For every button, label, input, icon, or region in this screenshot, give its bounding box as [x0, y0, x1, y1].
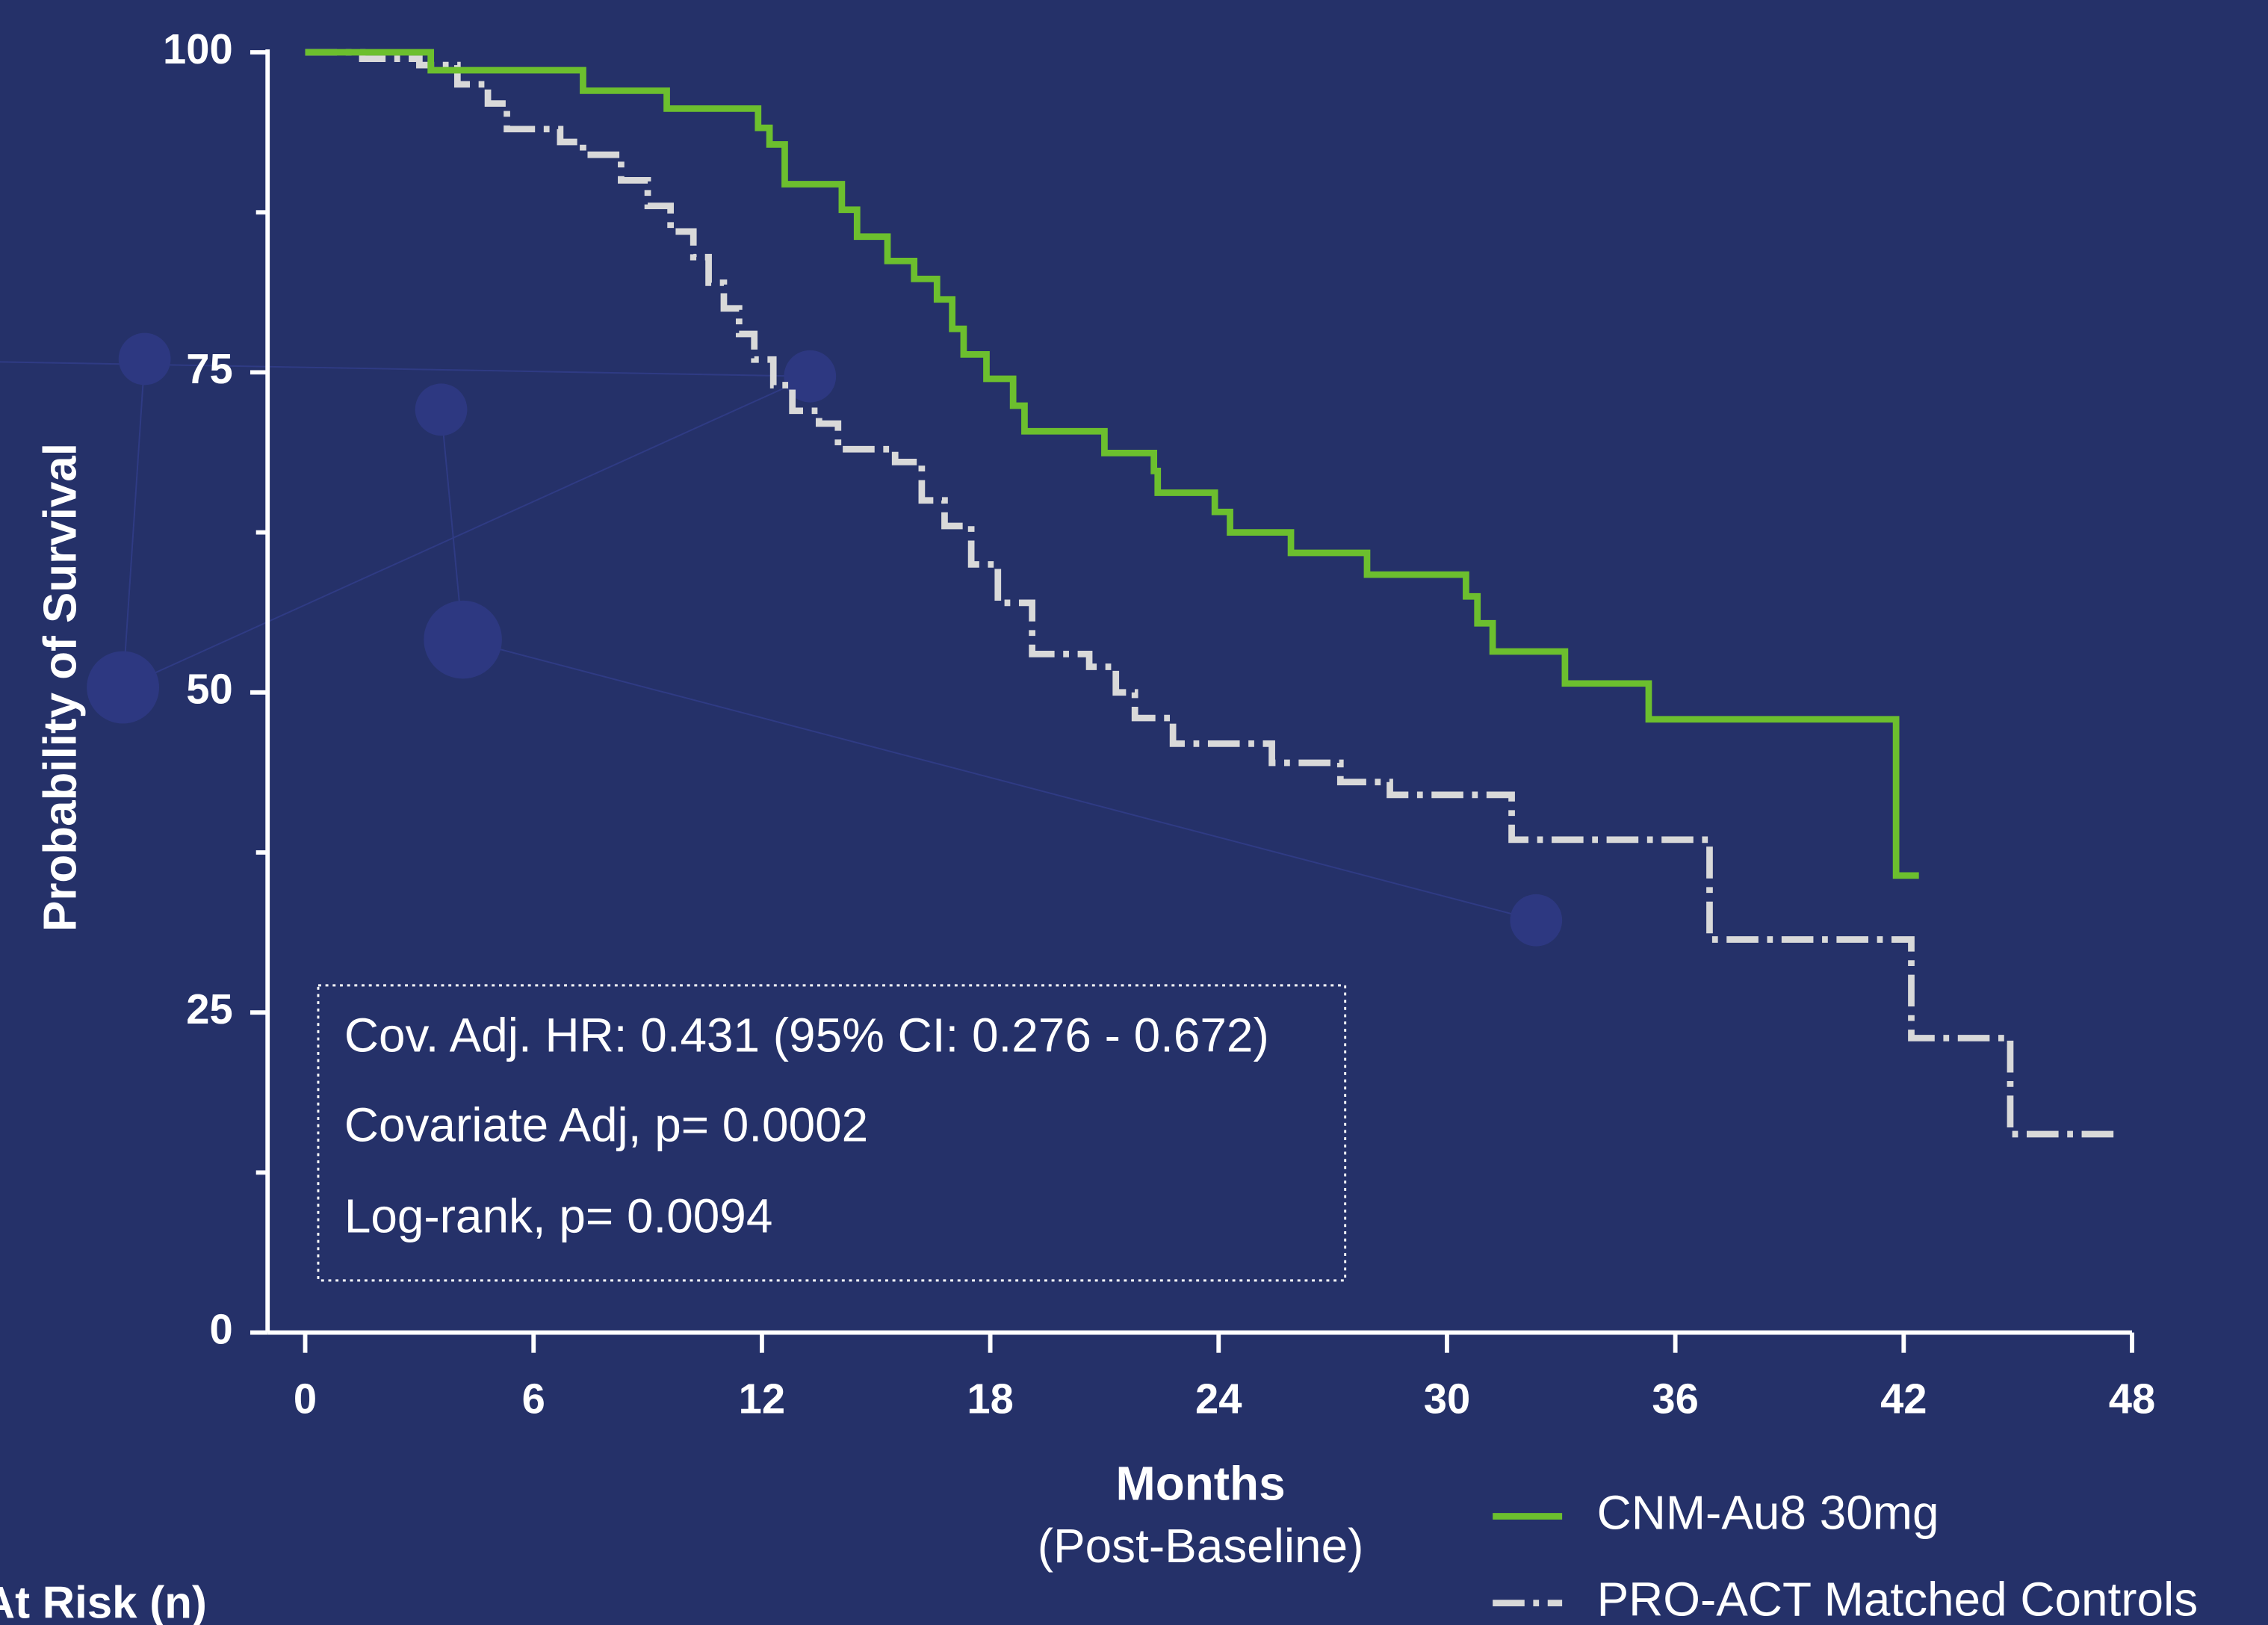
annotation: Cov. Adj. HR: 0.431 (95% CI: 0.276 - 0.6… — [344, 1008, 1269, 1062]
y-tick-label: 50 — [186, 666, 232, 713]
annotation: Log-rank, p= 0.0094 — [344, 1189, 773, 1242]
x-tick-label: 24 — [1195, 1375, 1242, 1422]
page: {"chart_data": { "type": "step", "y_labe… — [0, 0, 2268, 1625]
x-tick-label: 0 — [294, 1375, 317, 1422]
y-tick-label: 100 — [163, 25, 233, 72]
annotation: Covariate Adj, p= 0.0002 — [344, 1098, 868, 1151]
chart: Probability of Survival Months (Post-Bas… — [0, 0, 2268, 1625]
x-axis-sublabel: (Post-Baseline) — [1038, 1519, 1364, 1573]
x-axis-label: Months — [1116, 1457, 1286, 1511]
survival-line — [306, 52, 1919, 876]
y-tick-label: 0 — [209, 1305, 232, 1352]
y-tick-label: 25 — [186, 985, 232, 1033]
legend-label: CNM-Au8 30mg — [1597, 1485, 1939, 1539]
x-tick-label: 12 — [739, 1375, 785, 1422]
at-risk-label: At Risk (n) — [0, 1577, 207, 1625]
x-tick-label: 30 — [1424, 1375, 1470, 1422]
y-axis-label: Probability of Survival — [35, 443, 87, 932]
background-network — [0, 333, 1562, 947]
x-tick-label: 42 — [1880, 1375, 1927, 1422]
y-tick-label: 75 — [186, 345, 232, 392]
x-tick-label: 6 — [522, 1375, 545, 1422]
x-tick-label: 36 — [1652, 1375, 1698, 1422]
survival-line — [306, 52, 2121, 1134]
x-tick-label: 18 — [967, 1375, 1013, 1422]
x-tick-label: 48 — [2109, 1375, 2155, 1422]
legend-label: PRO-ACT Matched Controls — [1597, 1573, 2199, 1625]
